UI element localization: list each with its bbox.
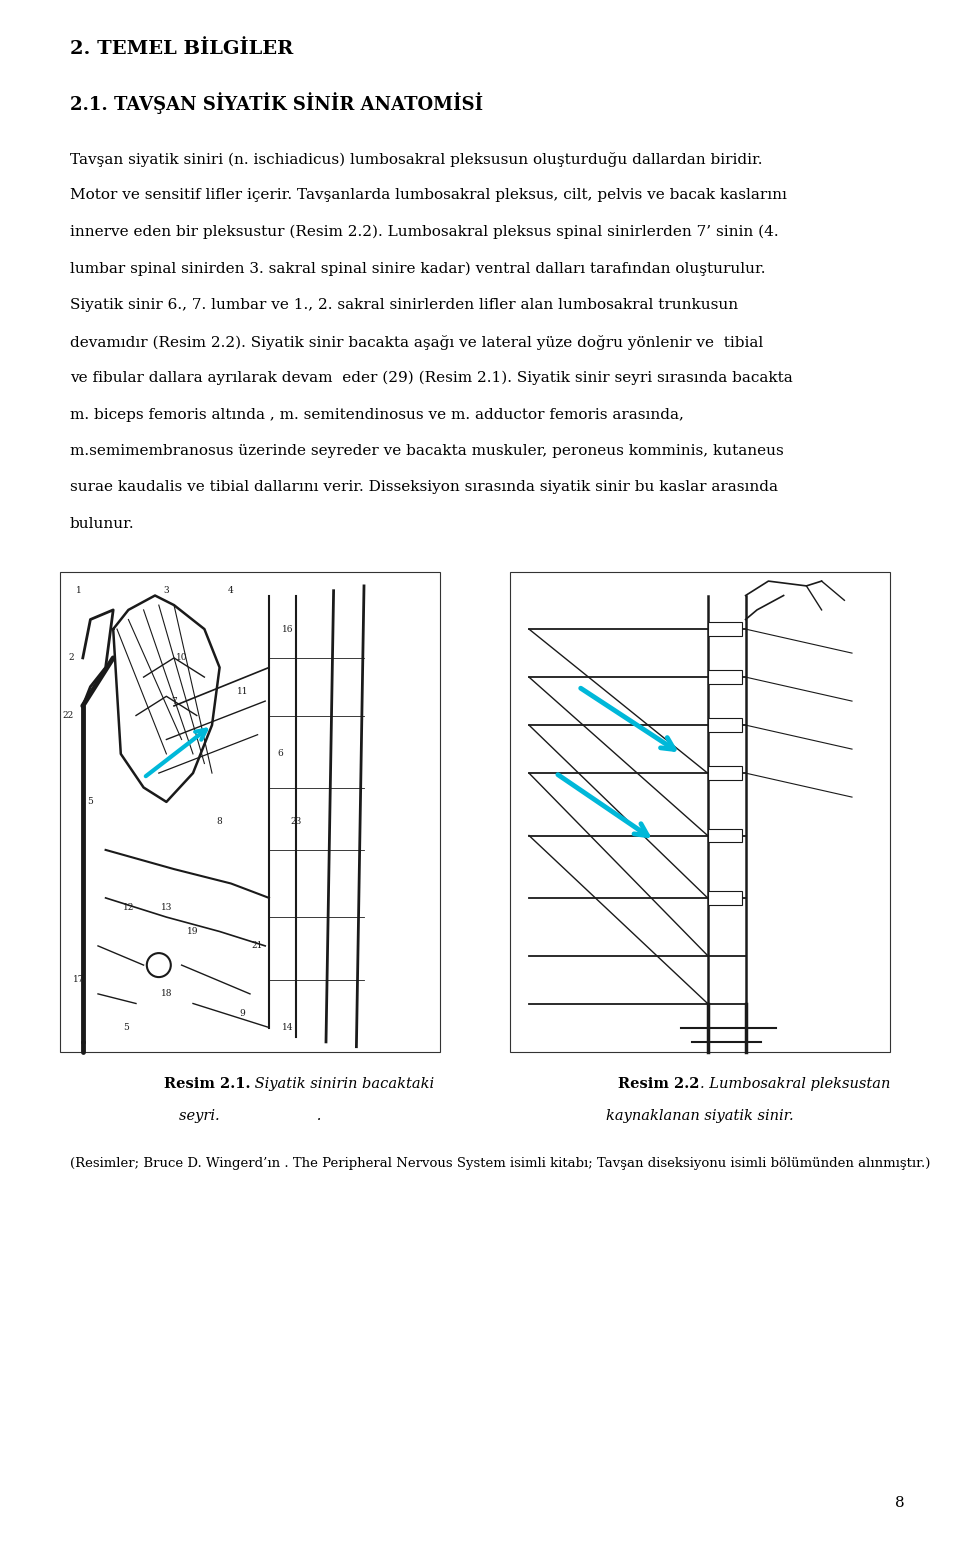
Text: 5: 5 bbox=[87, 797, 93, 806]
Text: m. biceps femoris altında , m. semitendinosus ve m. adductor femoris arasında,: m. biceps femoris altında , m. semitendi… bbox=[70, 408, 684, 422]
Text: 2: 2 bbox=[68, 654, 74, 663]
Text: Siyatik sinir 6., 7. lumbar ve 1., 2. sakral sinirlerden lifler alan lumbosakral: Siyatik sinir 6., 7. lumbar ve 1., 2. sa… bbox=[70, 298, 738, 312]
Text: 16: 16 bbox=[282, 624, 294, 633]
Text: Siyatik sinirin bacaktaki: Siyatik sinirin bacaktaki bbox=[250, 1077, 434, 1091]
Text: 13: 13 bbox=[160, 902, 172, 912]
Text: 4: 4 bbox=[228, 586, 234, 595]
Text: 21: 21 bbox=[252, 941, 263, 950]
Text: . Lumbosakral pleksustan: . Lumbosakral pleksustan bbox=[700, 1077, 890, 1091]
Text: devamıdır (Resim 2.2). Siyatik sinir bacakta aşağı ve lateral yüze doğru yönleni: devamıdır (Resim 2.2). Siyatik sinir bac… bbox=[70, 335, 763, 349]
Bar bbox=[510, 572, 890, 1052]
Text: (Resimler; Bruce D. Wingerd’ın . The Peripheral Nervous System isimli kitabı; Ta: (Resimler; Bruce D. Wingerd’ın . The Per… bbox=[70, 1157, 930, 1170]
Bar bbox=[708, 891, 742, 905]
Text: 18: 18 bbox=[160, 989, 172, 998]
Text: Tavşan siyatik siniri (n. ischiadicus) lumbosakral pleksusun oluşturduğu dallard: Tavşan siyatik siniri (n. ischiadicus) l… bbox=[70, 151, 762, 167]
Text: kaynaklanan siyatik sinir.: kaynaklanan siyatik sinir. bbox=[606, 1108, 794, 1123]
Text: 8: 8 bbox=[217, 817, 223, 825]
Text: Motor ve sensitif lifler içerir. Tavşanlarda lumbosakral pleksus, cilt, pelvis v: Motor ve sensitif lifler içerir. Tavşanl… bbox=[70, 188, 787, 202]
Text: ve fibular dallara ayrılarak devam  eder (29) (Resim 2.1). Siyatik sinir seyri s: ve fibular dallara ayrılarak devam eder … bbox=[70, 371, 793, 385]
Text: lumbar spinal sinirden 3. sakral spinal sinire kadar) ventral dalları tarafından: lumbar spinal sinirden 3. sakral spinal … bbox=[70, 261, 765, 277]
Bar bbox=[708, 828, 742, 842]
Text: innerve eden bir pleksustur (Resim 2.2). Lumbosakral pleksus spinal sinirlerden : innerve eden bir pleksustur (Resim 2.2).… bbox=[70, 226, 779, 239]
Text: Resim 2.1.: Resim 2.1. bbox=[163, 1077, 250, 1091]
Bar bbox=[60, 572, 440, 1052]
Text: 1: 1 bbox=[76, 586, 82, 595]
Text: bulunur.: bulunur. bbox=[70, 518, 134, 531]
Text: m.semimembranosus üzerinde seyreder ve bacakta muskuler, peroneus komminis, kuta: m.semimembranosus üzerinde seyreder ve b… bbox=[70, 443, 783, 457]
Text: 5: 5 bbox=[124, 1023, 132, 1032]
Text: 14: 14 bbox=[282, 1023, 294, 1032]
Text: 8: 8 bbox=[896, 1496, 905, 1509]
Text: 12: 12 bbox=[123, 902, 134, 912]
Bar bbox=[708, 671, 742, 684]
Text: 17: 17 bbox=[73, 975, 84, 984]
Text: 2.1. TAVŞAN SİYATİK SİNİR ANATOMİSİ: 2.1. TAVŞAN SİYATİK SİNİR ANATOMİSİ bbox=[70, 93, 483, 114]
Bar bbox=[708, 766, 742, 780]
Text: 7: 7 bbox=[171, 697, 177, 706]
Text: 22: 22 bbox=[62, 711, 73, 720]
Text: 10: 10 bbox=[176, 654, 187, 663]
Text: Resim 2.2: Resim 2.2 bbox=[618, 1077, 700, 1091]
Text: 6: 6 bbox=[277, 749, 283, 759]
Bar bbox=[708, 623, 742, 637]
Text: 19: 19 bbox=[187, 927, 199, 936]
Text: 9: 9 bbox=[240, 1009, 245, 1018]
Text: 2. TEMEL BİLGİLER: 2. TEMEL BİLGİLER bbox=[70, 40, 293, 59]
Text: 11: 11 bbox=[237, 688, 248, 695]
Text: 3: 3 bbox=[163, 586, 169, 595]
Text: seyri.                     .: seyri. . bbox=[179, 1108, 322, 1123]
Text: surae kaudalis ve tibial dallarını verir. Disseksiyon sırasında siyatik sinir bu: surae kaudalis ve tibial dallarını verir… bbox=[70, 480, 778, 494]
Text: 23: 23 bbox=[290, 817, 301, 825]
Bar bbox=[708, 718, 742, 732]
